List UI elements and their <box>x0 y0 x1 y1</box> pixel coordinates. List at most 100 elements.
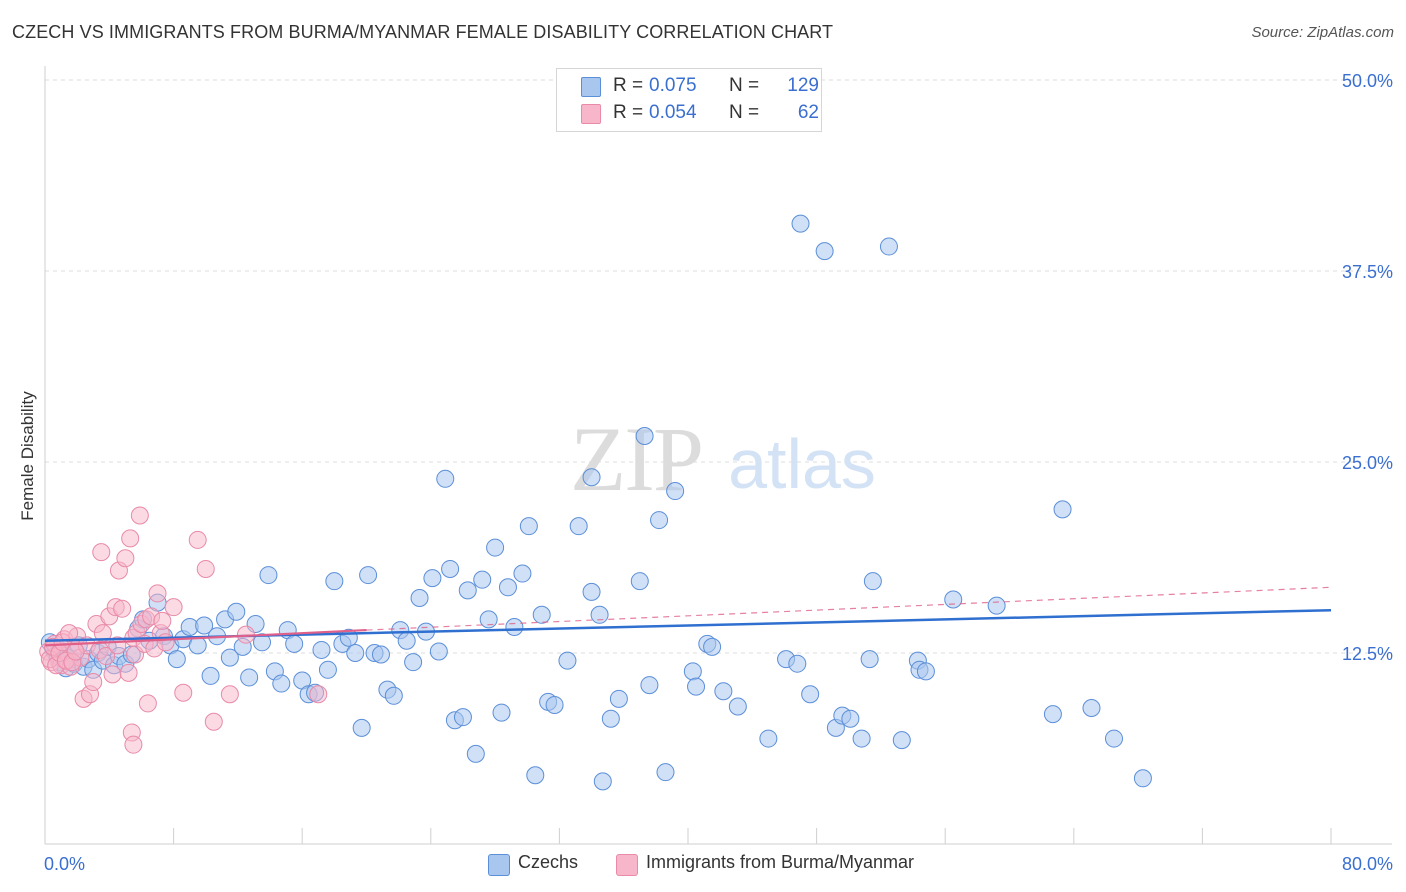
czech-point <box>630 572 649 591</box>
burma-point <box>196 559 215 578</box>
y-axis-label: Female Disability <box>18 391 37 521</box>
czech-point <box>593 772 612 791</box>
x-tick-label: 80.0% <box>1342 854 1393 874</box>
czech-point <box>582 468 601 487</box>
y-tick-label: 12.5% <box>1342 644 1393 664</box>
czech-point <box>860 650 879 669</box>
y-tick-label: 25.0% <box>1342 453 1393 473</box>
czech-point <box>167 650 186 669</box>
x-tick-label: 0.0% <box>44 854 85 874</box>
trend-lines <box>44 586 1332 647</box>
czech-point <box>359 566 378 585</box>
burma-trend-extension <box>366 586 1332 631</box>
n-value: 129 <box>787 75 819 96</box>
czech-point <box>240 668 259 687</box>
czech-point <box>852 729 871 748</box>
czech-point <box>687 677 706 696</box>
source-label: Source: ZipAtlas.com <box>1251 24 1394 41</box>
czech-point <box>397 631 416 650</box>
n-label: N = <box>729 75 760 96</box>
czech-point <box>505 618 524 637</box>
czech-point <box>325 572 344 591</box>
burma-point <box>124 735 143 754</box>
burma-point <box>156 633 175 652</box>
czech-point <box>453 708 472 727</box>
watermark-atlas: atlas <box>728 425 876 503</box>
czech-swatch <box>488 854 510 876</box>
burma-swatch <box>616 854 638 876</box>
czech-point <box>788 654 807 673</box>
czech-point <box>429 642 448 661</box>
czech-point <box>759 729 778 748</box>
czech-point <box>1082 699 1101 718</box>
burma-point <box>121 529 140 548</box>
czech-point <box>410 588 429 607</box>
czech-point <box>801 685 820 704</box>
czech-point <box>666 482 685 501</box>
burma-point <box>116 549 135 568</box>
watermark: ZIP atlas <box>570 408 876 510</box>
czech-point <box>1133 769 1152 788</box>
czech-point <box>590 605 609 624</box>
czech-swatch <box>581 77 601 97</box>
czech-point <box>650 511 669 530</box>
n-value: 62 <box>797 102 819 123</box>
czech-point <box>201 666 220 685</box>
czech-point <box>944 590 963 609</box>
legend-stats: R = 0.075 N = 129 R = 0.054 N = 62 <box>556 68 822 132</box>
r-label: R = <box>613 75 644 96</box>
grid-lines <box>45 79 1392 654</box>
czech-point <box>532 605 551 624</box>
burma-swatch <box>581 104 601 124</box>
czech-point <box>371 645 390 664</box>
czech-point <box>545 695 564 714</box>
czech-point <box>227 602 246 621</box>
y-tick-label: 37.5% <box>1342 262 1393 282</box>
burma-point <box>92 543 111 562</box>
axes <box>44 66 1392 845</box>
burma-point <box>309 685 328 704</box>
czech-point <box>285 634 304 653</box>
czech-point <box>272 674 291 693</box>
czech-point <box>473 570 492 589</box>
czech-point <box>987 596 1006 615</box>
czech-point <box>346 644 365 662</box>
czech-point <box>728 697 747 716</box>
czech-point <box>863 572 882 591</box>
czech-point <box>683 662 702 681</box>
czech-point <box>259 566 278 585</box>
czech-point <box>513 564 532 583</box>
czech-point <box>352 718 371 737</box>
czech-point <box>558 651 577 670</box>
legend-label: Immigrants from Burma/Myanmar <box>646 852 915 872</box>
burma-point <box>97 647 116 666</box>
r-value: 0.054 <box>649 102 697 123</box>
y-tick-label: 50.0% <box>1342 71 1393 91</box>
czech-point <box>841 709 860 728</box>
czech-point <box>815 242 834 261</box>
czech-point <box>492 703 511 722</box>
czech-point <box>582 582 601 601</box>
czech-point <box>466 744 485 763</box>
czech-point <box>479 610 498 629</box>
czech-point <box>441 559 460 578</box>
burma-point <box>220 685 239 704</box>
burma-point <box>188 530 207 549</box>
burma-point <box>130 506 149 525</box>
burma-point <box>204 712 223 731</box>
burma-point <box>66 642 85 661</box>
czech-point <box>640 676 659 695</box>
czech-point <box>253 633 272 652</box>
czech-point <box>519 517 538 536</box>
czech-point <box>635 427 654 446</box>
burma-point <box>60 624 79 643</box>
czech-point <box>714 682 733 701</box>
r-label: R = <box>613 102 644 123</box>
czech-point <box>1104 729 1123 748</box>
czech-point <box>703 637 722 656</box>
burma-point <box>164 598 183 617</box>
r-value: 0.075 <box>649 75 697 96</box>
czech-point <box>318 660 337 679</box>
burma-point <box>138 694 157 713</box>
